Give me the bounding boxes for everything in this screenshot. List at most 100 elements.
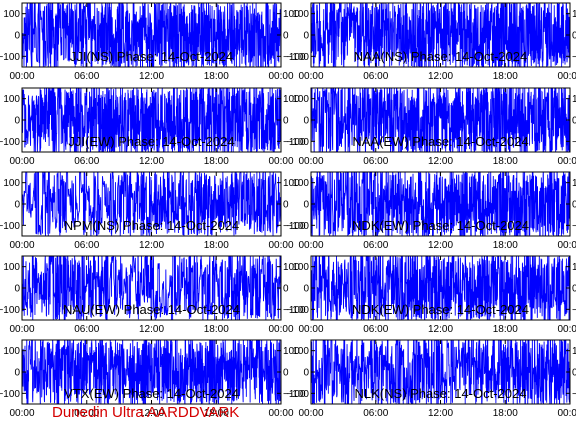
x-tick-label: 18:00 <box>493 156 518 167</box>
x-tick-label: 18:00 <box>204 324 229 335</box>
x-tick-label: 18:00 <box>493 408 518 419</box>
y-tick-label: −100 <box>286 389 309 400</box>
y-tick-label: −100 <box>572 137 576 148</box>
y-tick-label: −100 <box>283 305 306 316</box>
y-tick-label: 0 <box>283 284 289 295</box>
y-tick-label: −100 <box>572 52 576 63</box>
y-tick-label: −100 <box>283 137 306 148</box>
x-tick-label: 18:00 <box>204 240 229 251</box>
phase-trace <box>311 3 570 67</box>
x-tick-label: 06:00 <box>74 324 99 335</box>
y-tick-label: 100 <box>292 262 309 273</box>
x-tick-label: 18:00 <box>493 71 518 82</box>
y-tick-label: 100 <box>283 346 300 357</box>
y-tick-label: −100 <box>0 221 20 232</box>
panel-title: NPM(NS) Phase: 14-Oct-2024 <box>64 218 240 233</box>
x-tick-label: 06:00 <box>74 240 99 251</box>
x-tick-label: 06:00 <box>74 71 99 82</box>
x-tick-label: 12:00 <box>428 156 453 167</box>
y-tick-label: 0 <box>14 31 20 42</box>
y-tick-label: −100 <box>0 389 20 400</box>
x-tick-label: 12:00 <box>139 156 164 167</box>
x-tick-label: 12:00 <box>139 324 164 335</box>
y-tick-label: 100 <box>3 178 20 189</box>
x-tick-label: 00:00 <box>298 71 323 82</box>
x-tick-label: 00:00 <box>298 408 323 419</box>
y-tick-label: 0 <box>14 116 20 127</box>
y-tick-label: 0 <box>283 200 289 211</box>
x-tick-label: 18:00 <box>204 156 229 167</box>
phase-trace <box>311 88 570 152</box>
y-tick-label: −100 <box>286 137 309 148</box>
x-tick-label: 18:00 <box>204 408 229 419</box>
panel-title: JJI(NS) Phase: 14-Oct-2024 <box>70 49 233 64</box>
y-tick-label: −100 <box>0 305 20 316</box>
y-tick-label: 100 <box>572 346 576 357</box>
phase-trace <box>22 3 281 67</box>
y-tick-label: 0 <box>283 368 289 379</box>
y-tick-label: 100 <box>292 346 309 357</box>
x-tick-label: 00:00 <box>268 156 293 167</box>
y-tick-label: 0 <box>14 368 20 379</box>
y-tick-label: −100 <box>286 305 309 316</box>
panel-title: NLK(NS) Phase: 14-Oct-2024 <box>355 386 527 401</box>
x-tick-label: 00:00 <box>557 71 576 82</box>
x-tick-label: 00:00 <box>557 324 576 335</box>
x-tick-label: 06:00 <box>363 240 388 251</box>
x-tick-label: 00:00 <box>268 408 293 419</box>
y-tick-label: 0 <box>303 200 309 211</box>
panel-title: JJI(EW) Phase: 14-Oct-2024 <box>68 134 234 149</box>
y-tick-label: 100 <box>572 94 576 105</box>
x-tick-label: 12:00 <box>428 408 453 419</box>
panel-title: VTX(EW) Phase: 14-Oct-2024 <box>64 386 239 401</box>
y-tick-label: 100 <box>292 178 309 189</box>
y-tick-label: 0 <box>283 31 289 42</box>
x-tick-label: 00:00 <box>268 324 293 335</box>
x-tick-label: 00:00 <box>557 240 576 251</box>
panel-title: NDK(EW) Phase: 14-Oct-2024 <box>352 302 529 317</box>
x-tick-label: 00:00 <box>9 156 34 167</box>
y-tick-label: 0 <box>572 200 576 211</box>
x-tick-label: 00:00 <box>9 324 34 335</box>
y-tick-label: 100 <box>283 262 300 273</box>
chart-panel: 10010000−100−10000:0006:0012:0018:0000:0… <box>286 255 576 335</box>
y-tick-label: 0 <box>572 31 576 42</box>
y-tick-label: −100 <box>283 389 306 400</box>
y-tick-label: 100 <box>3 9 20 20</box>
y-tick-label: 0 <box>283 116 289 127</box>
y-tick-label: 0 <box>303 368 309 379</box>
y-tick-label: −100 <box>0 137 20 148</box>
x-tick-label: 06:00 <box>74 408 99 419</box>
footer-caption: Dunedin Ultra AARDDVARK <box>52 404 240 421</box>
phase-trace <box>311 340 570 404</box>
y-tick-label: −100 <box>0 52 20 63</box>
x-tick-label: 18:00 <box>493 324 518 335</box>
x-tick-label: 18:00 <box>493 240 518 251</box>
x-tick-label: 12:00 <box>428 324 453 335</box>
x-tick-label: 06:00 <box>363 408 388 419</box>
x-tick-label: 00:00 <box>298 156 323 167</box>
panel-title: NAU(EW) Phase: 14-Oct-2024 <box>63 302 240 317</box>
y-tick-label: −100 <box>572 221 576 232</box>
y-tick-label: 100 <box>3 94 20 105</box>
y-tick-label: 100 <box>572 262 576 273</box>
x-tick-label: 06:00 <box>74 156 99 167</box>
x-tick-label: 18:00 <box>204 71 229 82</box>
x-tick-label: 00:00 <box>298 324 323 335</box>
panel-title: NDK(EW) Phase: 14-Oct-2024 <box>352 218 529 233</box>
y-tick-label: −100 <box>572 305 576 316</box>
x-tick-label: 12:00 <box>428 71 453 82</box>
y-tick-label: 0 <box>572 284 576 295</box>
phase-trace <box>22 256 281 320</box>
y-tick-label: 0 <box>572 368 576 379</box>
phase-trace <box>311 256 570 320</box>
y-tick-label: 100 <box>292 9 309 20</box>
y-tick-label: −100 <box>283 221 306 232</box>
y-tick-label: 100 <box>283 178 300 189</box>
x-tick-label: 06:00 <box>363 324 388 335</box>
x-tick-label: 06:00 <box>363 156 388 167</box>
